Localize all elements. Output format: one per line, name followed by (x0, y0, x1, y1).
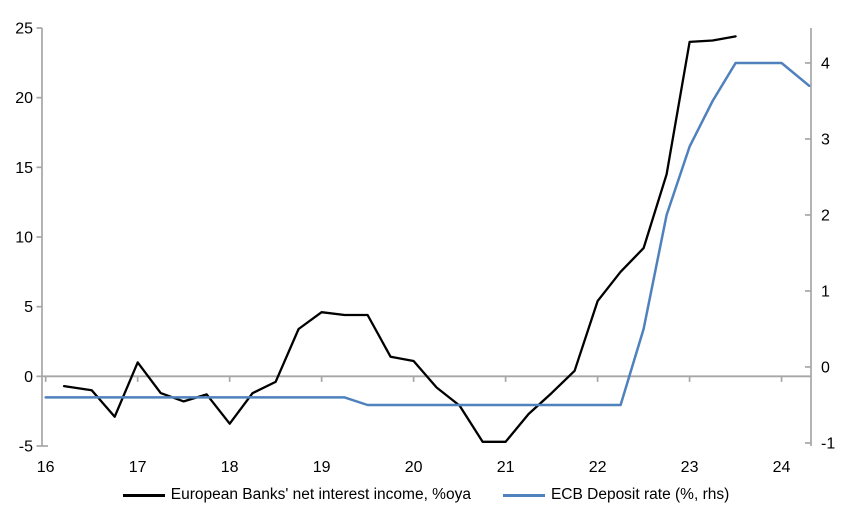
legend-label-ecb: ECB Deposit rate (%, rhs) (550, 486, 730, 503)
right-axis-tick-label: 3 (821, 131, 830, 148)
left-axis-tick-label: 15 (15, 160, 33, 177)
x-axis-tick-label: 23 (681, 459, 699, 476)
x-axis-tick-label: 18 (221, 459, 239, 476)
x-axis-tick-label: 16 (37, 459, 55, 476)
ecb-line-swatch (502, 493, 545, 497)
nii-line (62, 35, 737, 443)
ecb-line (44, 61, 811, 407)
right-axis-tick-label: -1 (821, 435, 835, 452)
left-axis-tick-label: 5 (24, 299, 33, 316)
x-axis-tick-label: 19 (313, 459, 331, 476)
right-axis-tick-label: 2 (821, 207, 830, 224)
nii-line-swatch (122, 493, 165, 497)
right-axis-tick-label: 0 (821, 359, 830, 376)
x-axis: 16 17 18 19 20 21 22 23 24 (37, 376, 791, 476)
legend-item-nii: European Banks' net interest income, %oy… (122, 486, 471, 504)
left-axis-tick-label: -5 (19, 439, 33, 456)
right-axis: -1 0 1 2 3 4 (805, 28, 835, 452)
series-lines (44, 35, 811, 443)
x-axis-tick-label: 21 (497, 459, 515, 476)
legend-label-nii: European Banks' net interest income, %oy… (170, 486, 471, 503)
chart-legend: European Banks' net interest income, %oy… (0, 486, 852, 504)
right-axis-tick-label: 1 (821, 283, 830, 300)
left-axis-tick-label: 25 (15, 21, 33, 38)
legend-item-ecb: ECB Deposit rate (%, rhs) (502, 486, 730, 504)
left-axis-tick-label: 20 (15, 90, 33, 107)
right-axis-tick-label: 4 (821, 55, 830, 72)
left-axis-tick-label: 0 (24, 369, 33, 386)
x-axis-tick-label: 22 (589, 459, 607, 476)
left-axis-tick-label: 10 (15, 230, 33, 247)
x-axis-tick-label: 20 (405, 459, 423, 476)
x-axis-tick-label: 24 (773, 459, 791, 476)
x-axis-tick-label: 17 (129, 459, 147, 476)
left-axis: -5 0 5 10 15 20 25 (15, 21, 48, 456)
